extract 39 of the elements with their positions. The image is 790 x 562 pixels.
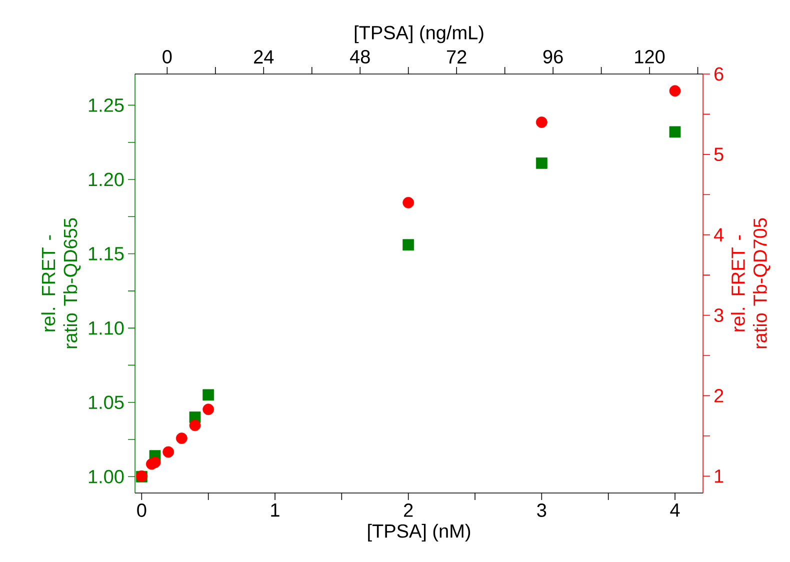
y2-tick-label: 3	[714, 308, 724, 322]
point	[669, 126, 681, 138]
point	[149, 456, 161, 468]
y-tick-label: 1.20	[88, 172, 124, 186]
x2-tick-label: 72	[446, 50, 466, 64]
point	[402, 196, 414, 208]
y2-tick-label: 1	[714, 470, 724, 483]
x2-tick-label: 96	[543, 50, 563, 64]
point	[162, 446, 174, 458]
x-tick-label: 0	[137, 504, 146, 517]
y-tick-label: 1.00	[88, 470, 124, 484]
point	[536, 157, 548, 169]
point	[202, 389, 214, 401]
x2-tick-label: 48	[350, 50, 370, 64]
y-tick-label: 1.15	[88, 247, 124, 260]
point	[536, 116, 548, 128]
y2-tick-label: 4	[714, 228, 724, 242]
y-axis-title: rel. FRET - ratio Tb-QD655	[41, 218, 81, 348]
y-tick-label: 1.10	[88, 321, 124, 335]
y2-tick-label: 2	[714, 389, 724, 402]
y2-axis-title: rel. FRET - ratio Tb-QD705	[730, 218, 770, 348]
x-tick-label: 1	[271, 504, 280, 517]
x-tick-label: 3	[537, 504, 546, 517]
x2-tick-label: 0	[162, 50, 172, 64]
y-tick-label: 1.25	[88, 98, 124, 112]
point	[202, 404, 214, 416]
x-axis-title: [TPSA] (nM)	[368, 524, 470, 542]
x-tick-label: 4	[670, 504, 680, 517]
point	[189, 420, 201, 432]
y2-tick-label: 5	[714, 148, 724, 162]
y2-tick-label: 6	[714, 67, 724, 81]
point	[669, 85, 681, 97]
x2-tick-label: 120	[635, 50, 665, 64]
x2-axis-title: [TPSA] (ng/mL)	[354, 25, 484, 44]
point	[402, 239, 414, 251]
x-tick-label: 2	[404, 504, 413, 517]
x2-tick-label: 24	[254, 50, 274, 64]
y-tick-label: 1.05	[88, 396, 124, 410]
point	[176, 432, 188, 444]
